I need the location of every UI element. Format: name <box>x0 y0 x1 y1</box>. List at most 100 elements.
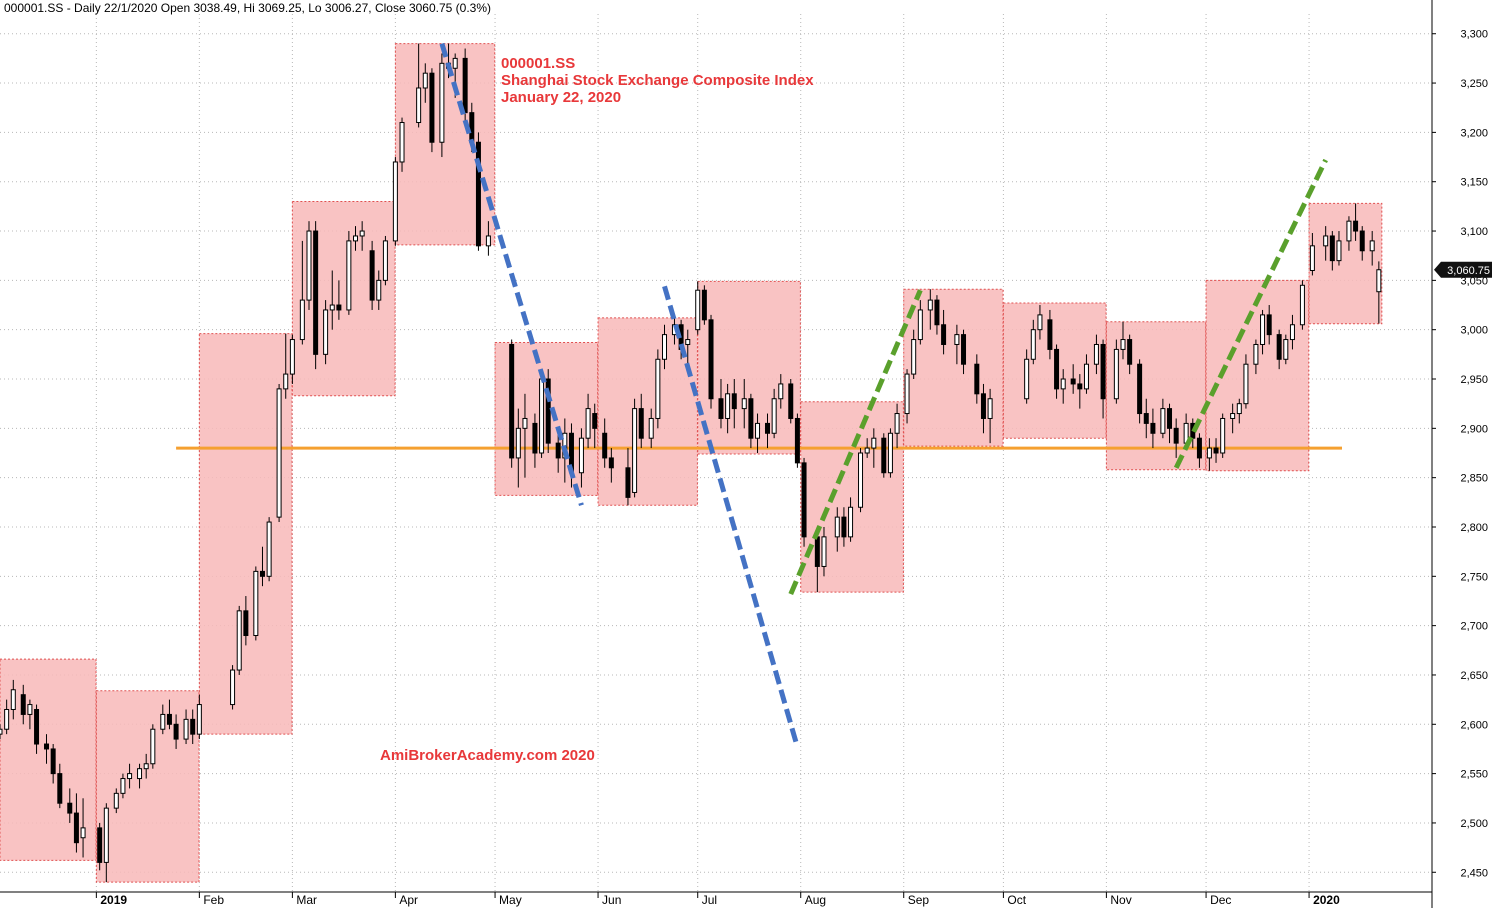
candle-body <box>1100 343 1106 400</box>
candle <box>80 798 86 858</box>
candle <box>10 679 16 720</box>
candle-body <box>57 773 63 804</box>
date-tick-label: Dec <box>1210 893 1231 907</box>
candle <box>369 240 375 310</box>
candle-body <box>1024 358 1030 400</box>
candle-body <box>864 447 870 454</box>
candle-body <box>399 122 405 163</box>
candle <box>150 724 156 769</box>
candle <box>276 383 282 523</box>
candle-body <box>190 718 196 735</box>
date-tick-label: Oct <box>1007 893 1026 907</box>
date-tick-label: Apr <box>399 893 418 907</box>
candle-body <box>1243 363 1249 405</box>
candle <box>1120 321 1126 360</box>
candle <box>137 763 143 789</box>
candle-body <box>778 383 784 400</box>
annotation-ticker: 000001.SS <box>501 55 576 72</box>
candle <box>1283 334 1289 365</box>
price-tick-label: 2,700 <box>1460 621 1488 633</box>
candle-body <box>911 339 917 375</box>
price-tick-label: 2,850 <box>1460 473 1488 485</box>
candle <box>778 374 784 409</box>
candle-body <box>44 743 50 750</box>
candle-body <box>1143 413 1149 424</box>
candle-body <box>1196 437 1202 459</box>
annotation-date: January 22, 2020 <box>501 89 622 106</box>
price-axis: 2,450 2,500 2,550 2,600 2,650 2,700 2,750 2,800… <box>1431 0 1488 908</box>
candle-body <box>1266 314 1272 336</box>
candle <box>166 699 172 730</box>
date-tick-label: 2020 <box>1313 893 1340 907</box>
candle <box>509 339 515 468</box>
candle <box>422 63 428 103</box>
candle <box>701 285 707 325</box>
candle <box>346 231 352 315</box>
last-price-tag <box>1434 261 1492 278</box>
candle-body <box>276 388 282 518</box>
candle <box>127 763 133 789</box>
candle <box>1236 398 1242 424</box>
candle <box>632 398 638 498</box>
candle <box>1024 349 1030 404</box>
candle <box>120 773 126 799</box>
candle-body <box>725 393 731 419</box>
date-tick-label: Feb <box>203 893 224 907</box>
candle <box>289 334 295 384</box>
candle-body <box>814 536 820 567</box>
candle <box>190 709 196 745</box>
candle-body <box>585 408 591 439</box>
candle <box>974 354 980 404</box>
candle-body <box>1083 363 1089 390</box>
candle <box>1196 433 1202 468</box>
candle-body <box>961 334 967 365</box>
candle <box>927 289 933 330</box>
chart-header: 000001.SS - Daily 22/1/2020 Open 3038.49… <box>4 1 492 15</box>
candle <box>821 526 827 577</box>
candle <box>755 413 761 453</box>
price-tick-label: 2,800 <box>1460 522 1488 534</box>
candle <box>313 221 319 370</box>
candle <box>485 221 491 256</box>
candle <box>1243 354 1249 409</box>
candle-body <box>685 339 691 345</box>
candle-body <box>336 304 342 311</box>
candle-body <box>1260 314 1266 345</box>
candle-body <box>439 62 445 143</box>
candle <box>1206 438 1212 471</box>
candle-body <box>980 393 986 419</box>
candle-body <box>253 570 259 637</box>
candle <box>515 408 521 488</box>
candle <box>1137 359 1143 424</box>
date-tick-label: Jul <box>702 893 717 907</box>
candle-body <box>1060 378 1066 390</box>
candle-body <box>848 506 854 538</box>
candle-body <box>1077 383 1083 390</box>
candle-body <box>1299 284 1305 326</box>
candles <box>0 43 1382 883</box>
candle-body <box>113 792 119 809</box>
candle-body <box>1289 324 1295 341</box>
candle <box>1309 233 1315 276</box>
candle <box>741 379 747 429</box>
price-tick-label: 2,450 <box>1460 867 1488 879</box>
candle <box>283 333 289 399</box>
candle-body <box>748 398 754 439</box>
candle-body <box>881 437 887 474</box>
candle-body <box>452 57 458 69</box>
candle <box>695 281 701 335</box>
candle <box>103 803 109 883</box>
candle-body <box>20 694 26 715</box>
candle-body <box>160 713 166 730</box>
chart-annotation: 000001.SS Shanghai Stock Exchange Compos… <box>501 55 814 106</box>
candle-body <box>887 432 893 474</box>
candle <box>27 699 33 730</box>
candle-body <box>462 57 468 114</box>
candle-body <box>323 309 329 355</box>
candle-body <box>871 437 877 449</box>
candle <box>50 744 56 784</box>
candle-body <box>904 373 910 415</box>
price-tick-label: 3,000 <box>1460 325 1488 337</box>
candle <box>841 507 847 547</box>
candle-body <box>376 279 382 301</box>
